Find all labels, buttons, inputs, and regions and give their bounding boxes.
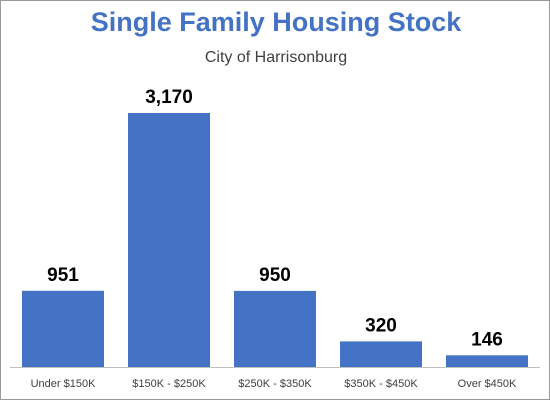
x-tick-label-4: Over $450K: [458, 378, 517, 390]
data-label-2: 950: [259, 265, 291, 286]
data-label-3: 320: [365, 315, 397, 336]
bar-1: [128, 113, 210, 367]
x-tick-label-1: $150K - $250K: [132, 378, 206, 390]
x-tick-label-3: $350K - $450K: [344, 378, 418, 390]
bar-4: [446, 355, 528, 367]
bar-0: [22, 290, 104, 367]
data-label-0: 951: [47, 265, 79, 286]
x-tick-label-2: $250K - $350K: [238, 378, 312, 390]
bar-3: [340, 341, 422, 367]
data-label-1: 3,170: [145, 87, 193, 108]
x-tick-label-0: Under $150K: [31, 378, 96, 390]
chart-title: Single Family Housing Stock: [90, 7, 462, 37]
data-label-4: 146: [471, 329, 503, 350]
bar-2: [234, 290, 316, 367]
chart-subtitle: City of Harrisonburg: [204, 49, 348, 66]
